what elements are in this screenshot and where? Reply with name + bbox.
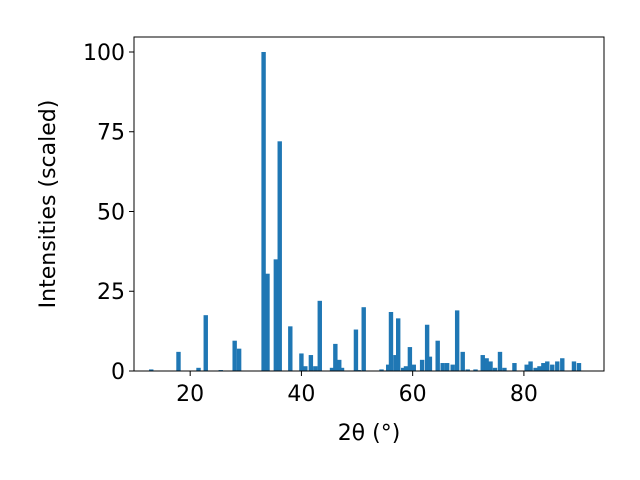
bar (407, 347, 413, 371)
bar (401, 367, 406, 371)
bar (524, 364, 529, 371)
bar (353, 329, 359, 371)
x-tick-label: 60 (399, 382, 427, 407)
bar (388, 311, 394, 371)
x-tick-label: 40 (287, 382, 315, 407)
bar (533, 367, 538, 371)
bar (484, 358, 489, 371)
bar (480, 355, 485, 371)
bar (277, 141, 282, 371)
bar (512, 363, 517, 371)
bar (419, 359, 425, 371)
bar (361, 307, 366, 371)
bar (232, 340, 237, 371)
bar (427, 356, 433, 371)
bar (545, 361, 550, 371)
bar (492, 367, 498, 371)
bar (303, 366, 308, 371)
bar (560, 358, 565, 371)
bar (149, 369, 154, 371)
bar (299, 353, 304, 371)
bar (576, 363, 582, 371)
bar (176, 351, 181, 371)
bar (424, 324, 430, 371)
bar (497, 351, 503, 371)
y-tick-label: 50 (97, 200, 125, 225)
bar (273, 259, 279, 371)
bar (450, 364, 455, 371)
bar (379, 369, 384, 371)
bar (317, 300, 322, 371)
bar (465, 369, 470, 371)
bar (502, 367, 507, 371)
bar (308, 355, 314, 371)
y-tick-label: 100 (83, 41, 125, 66)
y-tick-label: 75 (97, 121, 125, 146)
bar (411, 364, 416, 371)
bar (454, 310, 460, 371)
bar (473, 369, 478, 371)
bar (440, 363, 445, 371)
x-tick-label: 80 (510, 382, 538, 407)
bar (385, 364, 391, 371)
bar (571, 361, 577, 371)
bar (393, 355, 398, 371)
bar (537, 366, 542, 371)
bar (313, 366, 318, 371)
bar (339, 367, 345, 371)
bar (337, 359, 342, 371)
bar (288, 326, 293, 371)
bar (555, 361, 560, 371)
bar (329, 367, 335, 371)
y-tick-label: 25 (97, 280, 125, 305)
bar (333, 343, 338, 371)
bar (203, 315, 208, 371)
bar (236, 348, 242, 371)
bar (528, 361, 533, 371)
y-tick-label: 0 (111, 360, 125, 385)
bar (435, 340, 440, 371)
x-tick-label: 20 (176, 382, 204, 407)
bar (541, 363, 546, 371)
bar (196, 367, 201, 371)
y-axis-label: Intensities (scaled) (36, 100, 61, 309)
bar (396, 318, 401, 371)
plot-frame (133, 36, 605, 372)
x-axis-label: 2θ (°) (338, 421, 401, 446)
bar (460, 351, 465, 371)
bar (261, 51, 266, 371)
bar (444, 363, 450, 371)
bar (550, 364, 555, 371)
bar (403, 366, 409, 371)
bar (265, 273, 270, 371)
bar (488, 361, 493, 371)
